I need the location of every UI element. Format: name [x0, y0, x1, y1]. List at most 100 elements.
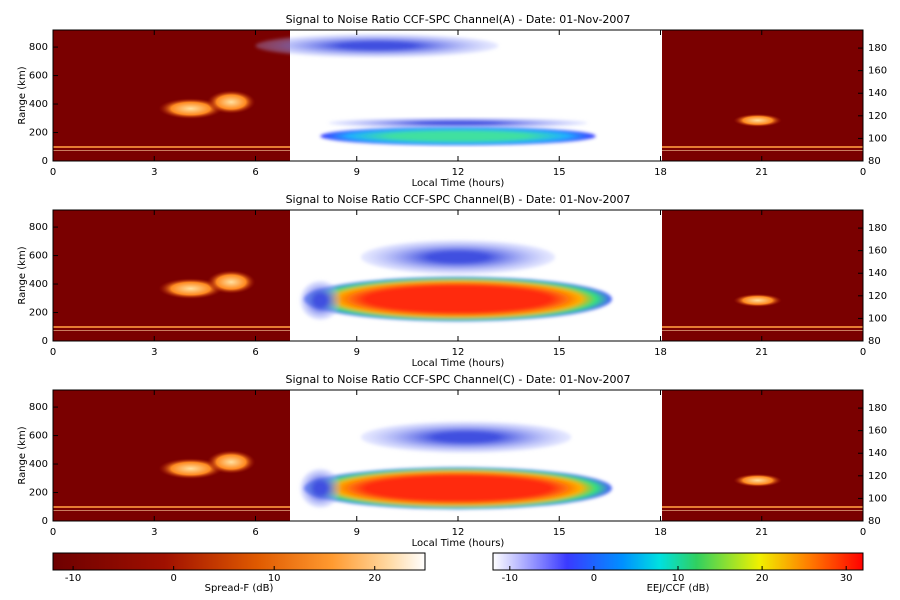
y-axis-label: Range (km)	[17, 66, 28, 124]
x-tick-label: 0	[860, 347, 866, 358]
eej-echo	[320, 126, 596, 146]
y-tick-label: 400	[29, 99, 48, 110]
y2-tick-label: 140	[868, 448, 887, 459]
night-background	[53, 30, 290, 161]
y-tick-label: 0	[42, 516, 48, 527]
echo-layer	[53, 330, 290, 331]
eej-echo	[300, 280, 341, 321]
y2-tick-label: 180	[868, 223, 887, 234]
y2-tick-label: 160	[868, 426, 887, 437]
spread-f-echo	[733, 113, 782, 127]
panel: Signal to Noise Ratio CCF-SPC Channel(A)…	[17, 13, 887, 189]
y-axis-label: Range (km)	[17, 426, 28, 484]
y2-tick-label: 100	[868, 493, 887, 504]
panel-title: Signal to Noise Ratio CCF-SPC Channel(B)…	[286, 193, 631, 206]
eej-echo	[300, 468, 341, 508]
colorbar-label: Spread-F (dB)	[205, 583, 274, 594]
x-tick-label: 0	[50, 347, 56, 358]
y-tick-label: 400	[29, 279, 48, 290]
eej-echo	[360, 240, 556, 275]
y2-tick-label: 100	[868, 313, 887, 324]
spread-f-echo	[158, 278, 224, 300]
x-tick-label: 21	[755, 347, 768, 358]
night-background	[53, 390, 290, 521]
y2-tick-label: 140	[868, 268, 887, 279]
y-tick-label: 200	[29, 128, 48, 139]
x-tick-label: 9	[354, 347, 360, 358]
x-tick-label: 15	[553, 347, 566, 358]
y-tick-label: 0	[42, 156, 48, 167]
echo-layer	[53, 510, 290, 511]
panel: Signal to Noise Ratio CCF-SPC Channel(B)…	[17, 193, 887, 369]
x-tick-label: 18	[654, 347, 667, 358]
spread-f-echo	[733, 473, 782, 487]
panel-title: Signal to Noise Ratio CCF-SPC Channel(C)…	[285, 373, 630, 386]
echo-layer	[53, 150, 290, 151]
panel-title: Signal to Noise Ratio CCF-SPC Channel(A)…	[286, 13, 631, 26]
y-tick-label: 600	[29, 71, 48, 82]
colorbar-tick-label: -10	[502, 573, 518, 584]
panel: Signal to Noise Ratio CCF-SPC Channel(C)…	[17, 373, 887, 549]
colorbar-label: EEJ/CCF (dB)	[647, 583, 710, 594]
y-tick-label: 600	[29, 431, 48, 442]
x-tick-label: 12	[452, 347, 465, 358]
eej-echo	[360, 421, 572, 453]
x-tick-label: 3	[151, 347, 157, 358]
y-tick-label: 400	[29, 459, 48, 470]
echo-layer	[53, 146, 290, 148]
x-tick-label: 9	[354, 167, 360, 178]
x-axis-label: Local Time (hours)	[412, 538, 505, 549]
colorbar-tick-label: 0	[170, 573, 176, 584]
x-tick-label: 0	[860, 527, 866, 538]
spread-f-echo	[206, 90, 256, 114]
colorbar-tick-label: 20	[368, 573, 381, 584]
x-tick-label: 3	[151, 167, 157, 178]
x-tick-label: 0	[860, 167, 866, 178]
y-tick-label: 800	[29, 42, 48, 53]
y2-tick-label: 120	[868, 291, 887, 302]
x-tick-label: 18	[654, 167, 667, 178]
eej-echo	[304, 276, 612, 322]
x-tick-label: 6	[252, 347, 258, 358]
x-tick-label: 12	[452, 527, 465, 538]
eej-echo	[328, 117, 588, 129]
night-background	[662, 390, 863, 521]
x-tick-label: 15	[553, 167, 566, 178]
day-background	[290, 210, 662, 341]
y2-tick-label: 80	[868, 336, 881, 347]
x-tick-label: 6	[252, 167, 258, 178]
x-tick-label: 0	[50, 527, 56, 538]
colorbar-tick-label: -10	[65, 573, 81, 584]
echo-layer	[662, 330, 863, 331]
colorbar	[52, 552, 426, 571]
spread-f-echo	[206, 270, 256, 294]
x-tick-label: 3	[151, 527, 157, 538]
spread-f-echo	[158, 458, 224, 480]
y-tick-label: 0	[42, 336, 48, 347]
y-tick-label: 600	[29, 251, 48, 262]
x-tick-label: 15	[553, 527, 566, 538]
x-tick-label: 12	[452, 167, 465, 178]
colorbar-tick-label: 10	[672, 573, 685, 584]
night-background	[662, 210, 863, 341]
x-tick-label: 21	[755, 527, 768, 538]
y-tick-label: 800	[29, 402, 48, 413]
echo-layer	[662, 146, 863, 148]
x-tick-label: 6	[252, 527, 258, 538]
spread-f-echo	[733, 293, 782, 307]
y2-tick-label: 180	[868, 43, 887, 54]
echo-layer	[662, 150, 863, 151]
y-tick-label: 800	[29, 222, 48, 233]
echo-layer	[662, 326, 863, 328]
y2-tick-label: 100	[868, 133, 887, 144]
y2-tick-label: 80	[868, 516, 881, 527]
x-tick-label: 0	[50, 167, 56, 178]
eej-echo	[255, 33, 499, 58]
echo-layer	[53, 326, 290, 328]
y2-tick-label: 80	[868, 156, 881, 167]
colorbar-tick-label: 20	[756, 573, 769, 584]
spread-f-echo	[158, 98, 224, 120]
spread-f-echo	[206, 450, 256, 474]
colorbar-tick-label: 30	[840, 573, 853, 584]
y2-tick-label: 140	[868, 88, 887, 99]
